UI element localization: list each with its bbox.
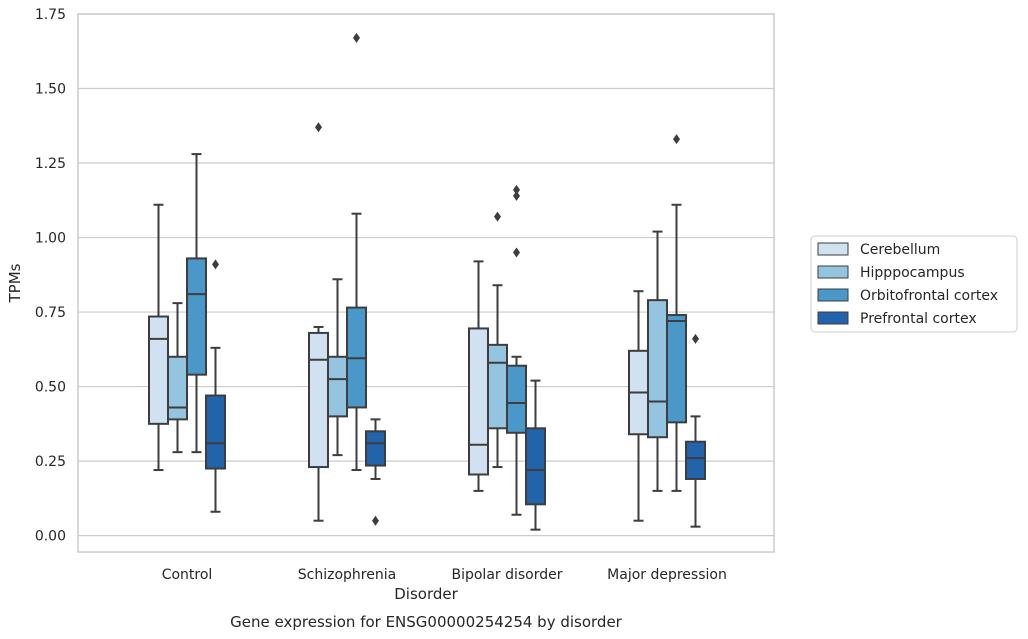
box bbox=[666, 134, 687, 492]
box bbox=[525, 379, 546, 531]
y-axis-label: TPMs bbox=[6, 263, 24, 303]
outlier-point bbox=[212, 259, 219, 270]
legend-item: Hipppocampus bbox=[817, 265, 965, 281]
box-group bbox=[148, 153, 226, 513]
legend-swatch bbox=[817, 311, 849, 325]
legend-label: Prefrontal cortex bbox=[860, 311, 977, 327]
outlier-point bbox=[372, 515, 379, 526]
legend-item: Cerebellum bbox=[817, 242, 940, 258]
box-iqr bbox=[647, 299, 668, 439]
outlier-point bbox=[692, 333, 699, 344]
outlier-point bbox=[673, 134, 680, 145]
box-group bbox=[468, 184, 546, 531]
box bbox=[685, 333, 706, 528]
box-iqr bbox=[487, 343, 508, 430]
legend-item: Orbitofrontal cortex bbox=[817, 288, 998, 304]
x-tick-labels: Control Schizophrenia Bipolar disorder Majo… bbox=[162, 567, 727, 583]
box-iqr bbox=[205, 394, 226, 470]
box-iqr bbox=[167, 355, 188, 421]
outlier-point bbox=[513, 247, 520, 258]
box-group bbox=[628, 134, 706, 528]
box-iqr bbox=[148, 315, 169, 425]
x-tick-label: Bipolar disorder bbox=[451, 567, 562, 583]
outlier-point bbox=[315, 122, 322, 133]
y-tick-label: 1.50 bbox=[35, 82, 66, 98]
box bbox=[205, 259, 226, 513]
x-axis-label: Disorder bbox=[394, 585, 458, 603]
legend-swatch bbox=[817, 265, 849, 279]
y-tick-label: 0.50 bbox=[35, 380, 66, 396]
legend-label: Orbitofrontal cortex bbox=[860, 288, 998, 304]
legend-label: Cerebellum bbox=[860, 242, 940, 258]
box bbox=[186, 153, 207, 454]
x-tick-label: Major depression bbox=[607, 567, 727, 583]
box-iqr bbox=[468, 327, 489, 476]
plot-background bbox=[78, 14, 774, 552]
outlier-point bbox=[494, 211, 501, 222]
box bbox=[365, 418, 386, 526]
box-iqr bbox=[365, 430, 386, 467]
box-iqr bbox=[666, 314, 687, 424]
y-tick-label: 1.25 bbox=[35, 156, 66, 172]
outlier-point bbox=[513, 190, 520, 201]
box-iqr bbox=[327, 355, 348, 418]
box bbox=[167, 302, 188, 454]
legend-item: Prefrontal cortex bbox=[817, 311, 977, 327]
chart-caption: Gene expression for ENSG00000254254 by d… bbox=[230, 613, 623, 631]
legend-swatch bbox=[817, 242, 849, 256]
legend-swatch bbox=[817, 288, 849, 302]
box-groups bbox=[148, 32, 706, 531]
box bbox=[346, 32, 367, 472]
box-iqr bbox=[685, 440, 706, 480]
legend-frame bbox=[810, 235, 1018, 333]
plot-frame bbox=[77, 13, 775, 553]
box-iqr bbox=[506, 364, 527, 434]
box-group bbox=[308, 32, 386, 526]
x-tick-label: Control bbox=[162, 567, 213, 583]
y-tick-label: 0.00 bbox=[35, 529, 66, 545]
outlier-point bbox=[513, 184, 520, 195]
y-tick-label: 0.25 bbox=[35, 454, 66, 470]
box-iqr bbox=[308, 331, 329, 469]
box-iqr bbox=[186, 257, 207, 376]
y-tick-labels: 0.00 0.25 0.50 0.75 1.00 1.25 1.50 1.75 bbox=[35, 7, 66, 545]
legend: Cerebellum Hipppocampus Orbitofrontal cort… bbox=[810, 235, 1018, 333]
box bbox=[506, 184, 527, 516]
y-tick-label: 0.75 bbox=[35, 305, 66, 321]
box-iqr bbox=[525, 427, 546, 506]
outlier-point bbox=[353, 32, 360, 43]
y-tick-label: 1.00 bbox=[35, 231, 66, 247]
y-tick-label: 1.75 bbox=[35, 7, 66, 23]
legend-label: Hipppocampus bbox=[860, 265, 965, 281]
x-tick-label: Schizophrenia bbox=[298, 567, 396, 583]
box bbox=[148, 203, 169, 472]
